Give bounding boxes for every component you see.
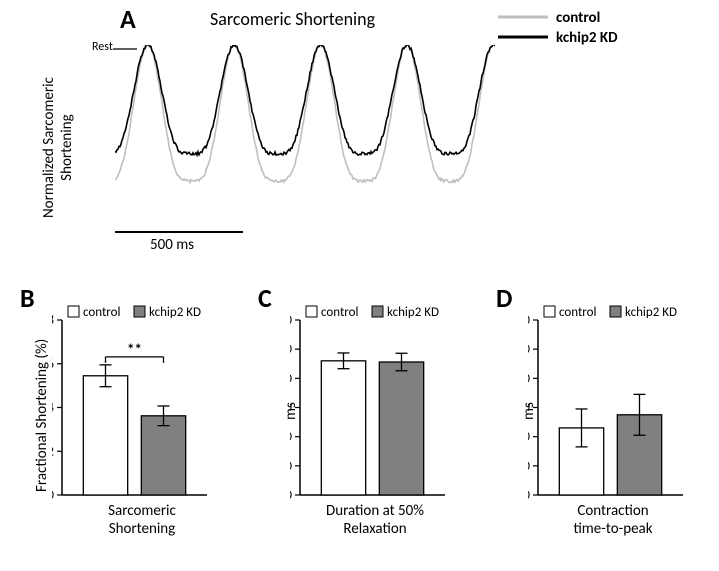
- panel-a-scalebar: [115, 228, 315, 254]
- svg-text:kchip2 KD: kchip2 KD: [625, 305, 677, 320]
- svg-text:control: control: [559, 305, 596, 320]
- svg-text:150: 150: [528, 459, 530, 474]
- panel-a-traces: [115, 45, 495, 215]
- svg-text:0: 0: [290, 488, 292, 503]
- panel-a-rest-label: Rest: [92, 40, 113, 54]
- panel-c-xlabel-text: Duration at 50%Relaxation: [326, 502, 424, 538]
- svg-text:control: control: [83, 305, 120, 320]
- svg-text:100: 100: [290, 459, 292, 474]
- svg-text:230: 230: [528, 342, 530, 357]
- svg-text:210: 210: [528, 371, 530, 386]
- panel-d-ylabel: ms: [520, 402, 538, 420]
- svg-text:170: 170: [528, 430, 530, 445]
- svg-text:130: 130: [528, 488, 530, 503]
- svg-text:6: 6: [52, 357, 54, 372]
- panel-a-letter: A: [120, 3, 136, 35]
- panel-b-ylabel: Fractional Shortening (%): [33, 339, 51, 492]
- panel-b-chart: 0 2 4 6 8 ** control kchip2 KD: [52, 300, 237, 505]
- svg-text:600: 600: [290, 313, 292, 328]
- svg-text:8: 8: [52, 313, 54, 328]
- legend-kd-label: kchip2 KD: [556, 29, 618, 47]
- panel-b-xlabel-text: SarcomericShortening: [108, 502, 176, 538]
- svg-text:500: 500: [290, 342, 292, 357]
- legend-control-label: control: [556, 9, 600, 27]
- panel-a-ylabel-line2: Shortening: [58, 114, 76, 181]
- panel-c-ylabel: ms: [282, 402, 300, 420]
- svg-text:4: 4: [52, 401, 54, 416]
- panel-a-title: Sarcomeric Shortening: [210, 8, 375, 30]
- svg-text:2: 2: [52, 444, 54, 459]
- panel-d-chart: 130150170190210230250controlkchip2 KD: [528, 300, 713, 505]
- panel-a-ylabel: Normalized Sarcomeric Shortening: [40, 77, 76, 218]
- panel-a-ylabel-line1: Normalized Sarcomeric: [40, 77, 58, 218]
- panel-c-chart: 0100200300400500600controlkchip2 KD: [290, 300, 475, 505]
- svg-text:control: control: [321, 305, 358, 320]
- panel-a-scale-label: 500 ms: [150, 236, 194, 254]
- svg-text:**: **: [127, 341, 142, 359]
- panel-d-xlabel: Contractiontime-to-peak: [538, 502, 688, 538]
- panel-c-letter: C: [258, 282, 272, 314]
- panel-b-letter: B: [20, 282, 35, 314]
- panel-b-xlabel: SarcomericShortening: [72, 502, 212, 538]
- panel-a-legend: control kchip2 KD: [490, 6, 700, 50]
- panel-d-xlabel-text: Contractiontime-to-peak: [573, 502, 652, 538]
- svg-text:kchip2 KD: kchip2 KD: [149, 305, 201, 320]
- svg-text:250: 250: [528, 313, 530, 328]
- svg-text:200: 200: [290, 430, 292, 445]
- svg-text:kchip2 KD: kchip2 KD: [387, 305, 439, 320]
- panel-c-xlabel: Duration at 50%Relaxation: [300, 502, 450, 538]
- panel-d-letter: D: [496, 282, 512, 314]
- svg-text:400: 400: [290, 371, 292, 386]
- svg-text:0: 0: [52, 488, 54, 503]
